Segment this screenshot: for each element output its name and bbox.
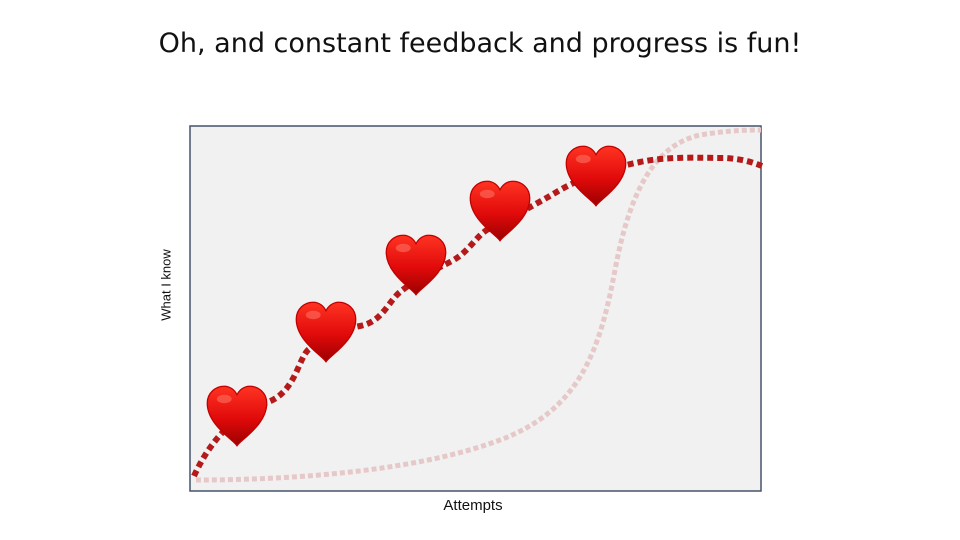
background-s-curve: [195, 127, 762, 483]
progress-curve: [191, 154, 764, 478]
x-axis-label: Attempts: [443, 497, 503, 514]
plot-panel: [189, 125, 762, 492]
slide-title: Oh, and constant feedback and progress i…: [158, 28, 802, 59]
